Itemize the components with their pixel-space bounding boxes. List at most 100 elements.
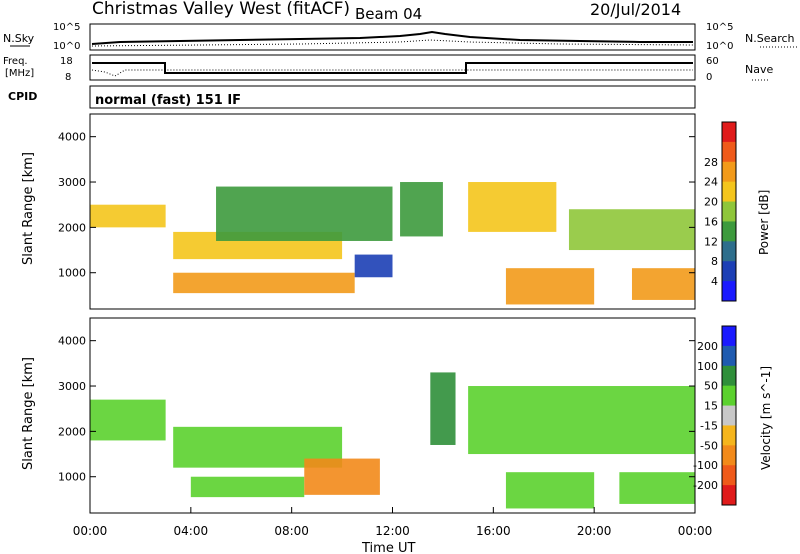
colorbar-swatch [722, 201, 736, 222]
x-tick-label: 20:00 [577, 524, 612, 538]
velocity-band-6 [468, 386, 695, 455]
y-tick-label: 1000 [58, 471, 86, 484]
x-tick-label: 04:00 [174, 524, 209, 538]
nsearch-label: N.Search [745, 32, 795, 45]
nave-tick-bottom: 0 [706, 72, 712, 83]
colorbar-tick-label: -15 [700, 419, 718, 432]
velocity-colorbar: 200 100 50 15 -15 -50 -100 -200 [693, 325, 737, 506]
colorbar-swatch [722, 326, 736, 347]
colorbar-swatch [722, 385, 736, 407]
velocity-bands [90, 372, 695, 509]
power-band-2 [173, 272, 355, 294]
colorbar-tick-label: -200 [693, 479, 718, 492]
velocity-ylabel: Slant Range [km] [21, 357, 36, 470]
colorbar-tick-label: 4 [711, 275, 718, 288]
velocity-band-5 [505, 472, 595, 509]
freq-panel [89, 54, 696, 81]
y-tick-label: 2000 [58, 221, 86, 234]
nsearch-tick-top: 10^5 [706, 22, 733, 33]
colorbar-swatch [722, 485, 736, 506]
colorbar-frame [721, 121, 737, 302]
cpid-label: CPID [8, 90, 37, 103]
colorbar-tick-label: 100 [697, 360, 718, 373]
colorbar-tick-label: 28 [704, 156, 718, 169]
velocity-colorbar-label: Velocity [m s^-1] [759, 366, 773, 470]
colorbar-swatch [722, 465, 736, 486]
x-tick-label: 16:00 [476, 524, 511, 538]
colorbar-tick-label: -100 [693, 459, 718, 472]
colorbar-swatch [722, 241, 736, 262]
power-band-3 [354, 254, 393, 278]
power-band-4 [216, 186, 393, 241]
nsky-panel [89, 23, 696, 51]
freq-tick-top: 18 [60, 56, 73, 67]
power-band-6 [468, 182, 557, 232]
colorbar-swatch [722, 281, 736, 302]
power-colorbar: 4 8 12 16 20 24 28 [704, 121, 737, 302]
freq-line [92, 62, 693, 74]
colorbar-swatch [722, 345, 736, 367]
nave-label: Nave [745, 63, 773, 76]
colorbar-swatch [722, 261, 736, 282]
velocity-band-3 [304, 458, 380, 495]
colorbar-swatch [722, 161, 736, 183]
freq-tick-bottom: 8 [65, 72, 71, 83]
power-band-7 [505, 268, 595, 305]
velocity-xlabel: Time UT [361, 541, 415, 554]
y-tick-label: 3000 [58, 176, 86, 189]
y-tick-label: 3000 [58, 380, 86, 393]
nsky-tick-bottom: 10^0 [53, 41, 80, 52]
colorbar-swatch [722, 445, 736, 466]
power-bands [90, 182, 695, 305]
nsky-tick-top: 10^5 [53, 22, 80, 33]
x-tick-label: 08:00 [274, 524, 309, 538]
power-band-5 [400, 182, 443, 237]
colorbar-tick-label: 20 [704, 196, 718, 209]
power-colorbar-label: Power [dB] [757, 190, 771, 255]
power-ylabel: Slant Range [km] [21, 152, 36, 265]
colorbar-tick-label: 24 [704, 176, 718, 189]
nave-tick-top: 60 [706, 56, 719, 67]
colorbar-tick-label: 200 [697, 340, 718, 353]
colorbar-tick-label: -50 [700, 439, 718, 452]
velocity-band-0 [90, 399, 166, 441]
x-tick-label: 00:00 [678, 524, 713, 538]
velocity-y-ticks: 1000 2000 3000 4000 [58, 335, 695, 484]
y-tick-label: 4000 [58, 335, 86, 348]
y-tick-label: 4000 [58, 131, 86, 144]
colorbar-swatch [722, 141, 736, 163]
colorbar-tick-label: 12 [704, 235, 718, 248]
colorbar-swatch [722, 181, 736, 203]
beam-label: Beam 04 [355, 5, 422, 23]
y-tick-label: 2000 [58, 425, 86, 438]
y-tick-label: 1000 [58, 267, 86, 280]
figure-title: Christmas Valley West (fitACF) [92, 0, 350, 19]
colorbar-swatch [722, 365, 736, 387]
colorbar-swatch [722, 122, 736, 143]
colorbar-tick-label: 15 [704, 400, 718, 413]
colorbar-frame [721, 325, 737, 506]
power-band-9 [631, 268, 695, 300]
colorbar-tick-label: 8 [711, 255, 718, 268]
x-tick-label: 12:00 [375, 524, 410, 538]
nsky-line [91, 30, 693, 45]
velocity-band-4 [430, 372, 456, 445]
colorbar-swatch [722, 221, 736, 242]
power-panel-frame [89, 113, 696, 310]
date-label: 20/Jul/2014 [590, 0, 681, 19]
velocity-band-7 [619, 472, 695, 504]
power-band-0 [90, 204, 166, 228]
nsearch-line [91, 39, 694, 47]
velocity-band-2 [190, 476, 305, 498]
freq-unit-label: [MHz] [5, 68, 34, 79]
cpid-value: normal (fast) 151 IF [95, 93, 241, 108]
velocity-x-ticks: 00:00 04:00 08:00 12:00 16:00 20:00 00:00 [73, 507, 713, 538]
colorbar-swatch [722, 405, 736, 426]
freq-label: Freq. [3, 56, 28, 67]
colorbar-tick-label: 50 [704, 380, 718, 393]
cpid-panel [89, 85, 696, 109]
nsky-label: N.Sky [3, 32, 35, 45]
nsearch-tick-bottom: 10^0 [706, 41, 733, 52]
colorbar-tick-label: 16 [704, 215, 718, 228]
colorbar-swatch [722, 425, 736, 446]
